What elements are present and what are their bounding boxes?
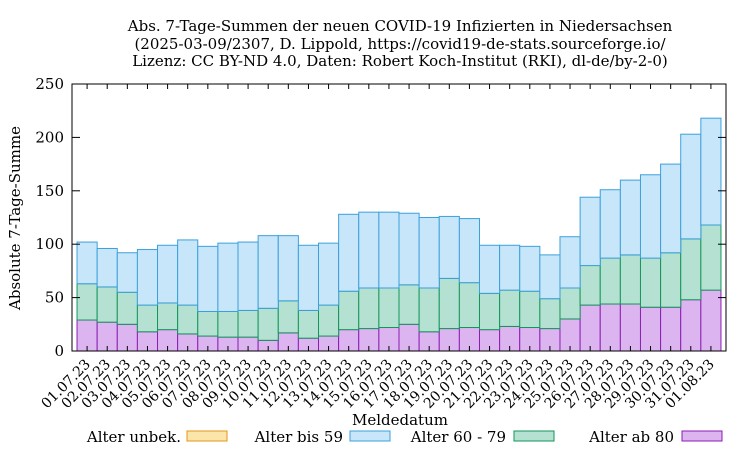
bar-alter-60-79-4 <box>157 302 179 331</box>
y-tick-label: 100 <box>35 235 64 253</box>
bar-alter-bis-59-21 <box>499 244 521 291</box>
legend-label: Alter 60 - 79 <box>410 428 506 446</box>
bar-alter-bis-59-19 <box>458 218 480 284</box>
bar-alter-bis-59-30 <box>680 133 702 240</box>
bar-alter-60-79-25 <box>579 265 601 306</box>
bar-alter-60-79-14 <box>358 287 380 330</box>
bar-alter-bis-59-1 <box>96 247 118 288</box>
bar-alter-bis-59-3 <box>136 249 159 306</box>
bar-alter-60-79-27 <box>619 254 641 305</box>
bar-alter-60-79-15 <box>378 287 400 329</box>
x-axis-label: Meldedatum <box>352 411 448 429</box>
bars-layer <box>76 117 722 352</box>
bar-alter-ab-80-31 <box>700 289 722 352</box>
bar-alter-ab-80-27 <box>619 303 641 352</box>
bar-alter-60-79-9 <box>257 307 279 341</box>
bar-alter-bis-59-16 <box>398 212 420 286</box>
bar-alter-bis-59-22 <box>519 245 541 292</box>
bar-alter-bis-59-8 <box>237 241 259 311</box>
bar-alter-bis-59-17 <box>418 217 440 289</box>
bar-alter-bis-59-23 <box>539 254 561 300</box>
bar-alter-ab-80-26 <box>599 303 621 352</box>
bar-alter-60-79-16 <box>398 284 420 325</box>
bar-alter-60-79-28 <box>639 257 662 308</box>
bar-alter-60-79-6 <box>197 310 219 337</box>
bar-alter-bis-59-25 <box>579 196 601 267</box>
bar-alter-bis-59-10 <box>277 235 299 302</box>
legend: Alter unbek. Alter bis 59 Alter 60 - 79 Alt… <box>86 428 723 446</box>
bar-alter-60-79-1 <box>96 286 118 323</box>
bar-alter-60-79-0 <box>76 283 98 321</box>
y-axis-label: Absolute 7-Tage-Summe <box>6 126 24 311</box>
y-tick-label: 250 <box>35 75 64 93</box>
legend-label: Alter unbek. <box>86 428 181 446</box>
bar-alter-60-79-18 <box>438 277 460 330</box>
bar-alter-bis-59-20 <box>478 244 501 294</box>
bar-alter-60-79-2 <box>116 291 138 325</box>
bar-alter-bis-59-28 <box>639 174 662 259</box>
y-tick-label: 50 <box>45 289 64 307</box>
y-tick-label: 150 <box>35 182 64 200</box>
bar-alter-bis-59-26 <box>599 189 621 259</box>
plot-frame <box>71 83 727 352</box>
bar-alter-60-79-5 <box>177 304 199 335</box>
bar-alter-bis-59-5 <box>177 239 199 306</box>
legend-label: Alter bis 59 <box>254 428 343 446</box>
legend-swatch <box>681 430 723 442</box>
bar-alter-bis-59-6 <box>197 245 219 312</box>
bar-alter-bis-59-27 <box>619 179 641 256</box>
bar-alter-60-79-13 <box>338 290 360 331</box>
bar-alter-60-79-3 <box>136 304 159 333</box>
bar-alter-bis-59-9 <box>257 235 279 309</box>
bar-alter-bis-59-15 <box>378 211 400 289</box>
bar-alter-bis-59-4 <box>157 244 179 304</box>
bar-alter-60-79-29 <box>660 252 682 308</box>
bar-alter-bis-59-18 <box>438 215 460 279</box>
bar-alter-60-79-17 <box>418 287 440 333</box>
legend-label: Alter ab 80 <box>588 428 674 446</box>
bar-alter-60-79-30 <box>680 238 702 301</box>
chart-title: Abs. 7-Tage-Summen der neuen COVID-19 In… <box>127 17 673 70</box>
bar-alter-60-79-10 <box>277 300 299 334</box>
bar-alter-60-79-19 <box>458 282 480 329</box>
title-line-3: Lizenz: CC BY-ND 4.0, Daten: Robert Koch… <box>132 52 668 70</box>
bar-alter-60-79-12 <box>318 304 340 337</box>
y-tick-label: 0 <box>54 342 64 360</box>
bar-alter-60-79-23 <box>539 298 561 330</box>
bar-alter-60-79-21 <box>499 289 521 327</box>
bar-alter-ab-80-28 <box>639 306 662 352</box>
bar-alter-bis-59-11 <box>297 244 320 311</box>
bar-alter-ab-80-29 <box>660 306 682 352</box>
bar-alter-60-79-8 <box>237 309 259 338</box>
legend-swatch <box>513 430 555 442</box>
y-tick-label: 200 <box>35 128 64 146</box>
bar-alter-60-79-20 <box>478 292 501 331</box>
bar-alter-ab-80-25 <box>579 304 601 352</box>
bar-alter-bis-59-31 <box>700 117 722 226</box>
bar-alter-60-79-11 <box>297 309 320 339</box>
bar-alter-bis-59-7 <box>217 242 239 312</box>
bar-alter-bis-59-24 <box>559 236 581 289</box>
bar-alter-60-79-24 <box>559 287 581 320</box>
bar-alter-60-79-26 <box>599 257 621 305</box>
title-line-1: Abs. 7-Tage-Summen der neuen COVID-19 In… <box>127 17 673 35</box>
bar-alter-ab-80-30 <box>680 299 702 352</box>
bar-alter-bis-59-12 <box>318 242 340 306</box>
bar-alter-bis-59-13 <box>338 213 360 292</box>
title-line-2: (2025-03-09/2307, D. Lippold, https://co… <box>134 35 666 53</box>
bar-alter-60-79-31 <box>700 224 722 291</box>
bar-alter-bis-59-29 <box>660 163 682 254</box>
legend-swatch <box>186 430 228 442</box>
bar-alter-bis-59-14 <box>358 211 380 289</box>
bar-alter-60-79-7 <box>217 310 239 338</box>
legend-swatch <box>349 430 391 442</box>
bar-alter-60-79-22 <box>519 290 541 329</box>
bar-alter-bis-59-0 <box>76 241 98 285</box>
bar-alter-bis-59-2 <box>116 252 138 293</box>
